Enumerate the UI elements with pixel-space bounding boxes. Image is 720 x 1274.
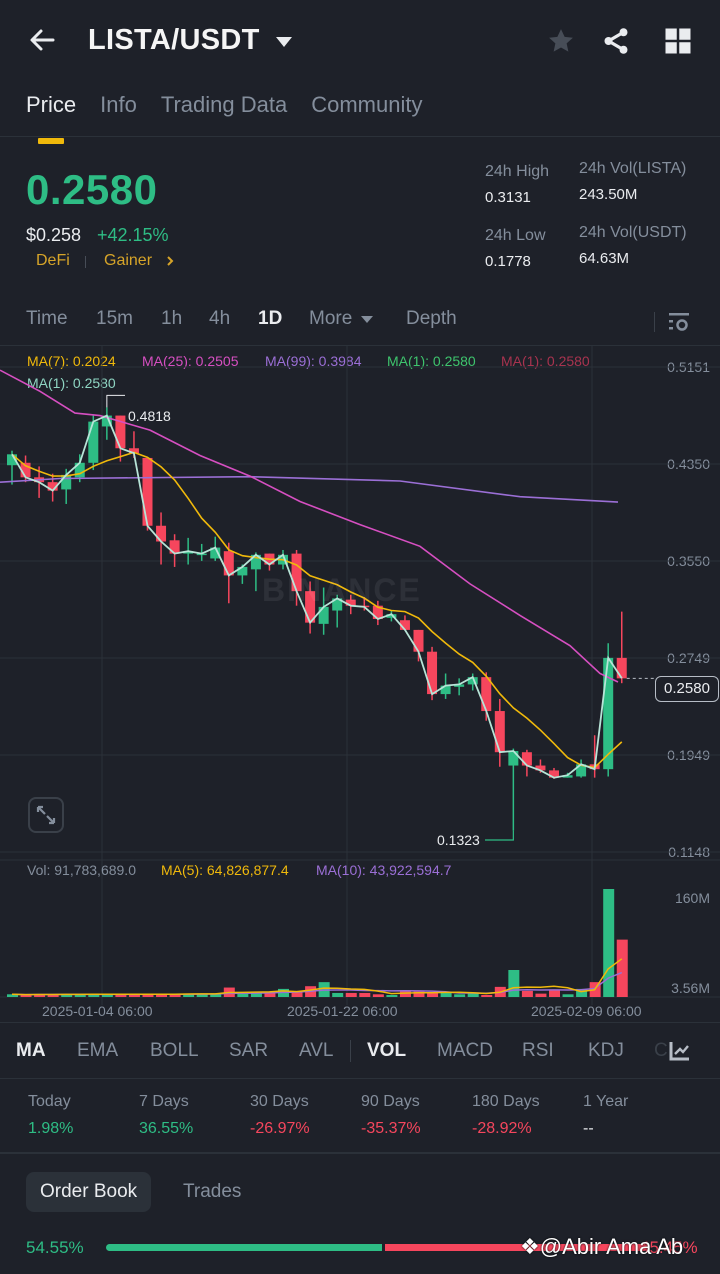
vol-legend: Vol: 91,783,689.0 — [27, 862, 136, 878]
sell-percent: 45.45% — [640, 1238, 698, 1257]
current-price-label: 0.2580 — [655, 676, 719, 702]
high-label: 24h High — [485, 163, 550, 180]
ind-kdj[interactable]: KDJ — [588, 1040, 624, 1061]
ind-sar[interactable]: SAR — [229, 1040, 269, 1061]
tf-1h[interactable]: 1h — [161, 308, 183, 329]
tf-time[interactable]: Time — [26, 308, 68, 329]
binance-logo-icon: ❖ — [520, 1234, 540, 1259]
high-marker-label: 0.4818 — [128, 408, 171, 424]
caret-down-icon[interactable] — [276, 37, 292, 47]
divider — [0, 1022, 720, 1023]
tab-info[interactable]: Info — [100, 92, 137, 117]
perf-label: 7 Days — [139, 1093, 189, 1110]
tag-gainer[interactable]: Gainer — [104, 252, 153, 269]
perf-label: 30 Days — [250, 1093, 309, 1110]
candlestick-chart[interactable] — [0, 345, 720, 1005]
last-price: 0.2580 — [26, 166, 158, 213]
sell-ratio-bar — [385, 1244, 647, 1251]
ind-more[interactable]: C — [654, 1040, 668, 1061]
tab-order-book[interactable]: Order Book — [26, 1172, 152, 1212]
tf-more[interactable]: More — [309, 308, 353, 329]
tf-4h[interactable]: 4h — [209, 308, 231, 329]
ma7-legend: MA(7): 0.2024 — [27, 353, 116, 369]
user-watermark: ❖@Abir Ama Ab — [520, 1234, 683, 1260]
ma1-red-legend: MA(1): 0.2580 — [501, 353, 590, 369]
tab-price[interactable]: Price — [26, 92, 76, 144]
back-arrow-icon[interactable] — [26, 24, 58, 56]
perf-value: -35.37% — [361, 1120, 421, 1137]
perf-label: 1 Year — [583, 1093, 629, 1110]
ind-ema[interactable]: EMA — [77, 1040, 119, 1061]
vol-quote-label: 24h Vol(USDT) — [579, 224, 687, 241]
top-bar: LISTA/USDT — [0, 0, 720, 85]
vol-quote-value: 64.63M — [579, 250, 630, 267]
vol-base-value: 243.50M — [579, 186, 638, 203]
tag-separator — [85, 256, 86, 268]
vol-y-tick: 160M — [674, 890, 710, 906]
indicator-settings-icon[interactable] — [668, 1040, 692, 1062]
star-icon[interactable] — [546, 26, 576, 56]
perf-label: 180 Days — [472, 1093, 540, 1110]
chart-settings-icon[interactable] — [667, 311, 691, 333]
divider — [0, 345, 720, 346]
ma1-green-legend: MA(1): 0.2580 — [387, 353, 476, 369]
tab-trading-data[interactable]: Trading Data — [160, 92, 288, 117]
more-caret-icon[interactable] — [361, 316, 373, 323]
tag-defi[interactable]: DeFi — [36, 252, 70, 269]
perf-value: 1.98% — [28, 1120, 74, 1137]
vol-base-label: 24h Vol(LISTA) — [579, 160, 687, 177]
perf-label: 90 Days — [361, 1093, 420, 1110]
divider — [0, 1078, 720, 1079]
tf-1d[interactable]: 1D — [258, 308, 283, 329]
pair-title[interactable]: LISTA/USDT — [88, 24, 260, 56]
expand-arrows-icon — [36, 805, 56, 825]
tf-15m[interactable]: 15m — [96, 308, 133, 329]
low-marker-label: 0.1323 — [437, 832, 480, 848]
share-icon[interactable] — [601, 26, 631, 56]
ind-ma[interactable]: MA — [16, 1040, 46, 1061]
ind-rsi[interactable]: RSI — [522, 1040, 554, 1061]
usd-price: $0.258 — [26, 225, 82, 245]
divider — [0, 1152, 720, 1154]
perf-value: -26.97% — [250, 1120, 310, 1137]
change-percent: +42.15% — [97, 225, 169, 245]
ma99-legend: MA(99): 0.3984 — [265, 353, 362, 369]
vol-y-tick: 3.56M — [671, 980, 710, 996]
tab-trades[interactable]: Trades — [183, 1181, 242, 1202]
toolbar-divider — [654, 312, 655, 332]
watermark-text: @Abir Ama Ab — [539, 1234, 684, 1259]
main-tabs: Price Info Trading Data Community — [26, 92, 423, 144]
vol-ma5-legend: MA(5): 64,826,877.4 — [161, 862, 289, 878]
ma25-legend: MA(25): 0.2505 — [142, 353, 239, 369]
binance-watermark: BINANCE — [262, 572, 422, 608]
vol-ma10-legend: MA(10): 43,922,594.7 — [316, 862, 452, 878]
perf-label: Today — [28, 1093, 71, 1110]
perf-value: -- — [583, 1120, 594, 1137]
buy-percent: 54.55% — [26, 1238, 84, 1257]
ind-avl[interactable]: AVL — [299, 1040, 334, 1061]
ind-macd[interactable]: MACD — [437, 1040, 493, 1061]
x-tick: 2025-02-09 06:00 — [531, 1003, 642, 1019]
ind-vol[interactable]: VOL — [367, 1040, 407, 1061]
perf-value: 36.55% — [139, 1120, 194, 1137]
perf-value: -28.92% — [472, 1120, 532, 1137]
high-value: 0.3131 — [485, 189, 531, 206]
chevron-right-icon[interactable] — [165, 255, 175, 267]
tf-depth[interactable]: Depth — [406, 308, 457, 329]
expand-chart-button[interactable] — [28, 797, 64, 833]
indicator-divider — [350, 1040, 351, 1062]
grid-icon[interactable] — [663, 26, 693, 56]
ind-boll[interactable]: BOLL — [150, 1040, 199, 1061]
divider — [0, 136, 720, 137]
ma1-teal-legend: MA(1): 0.2580 — [27, 375, 116, 391]
x-tick: 2025-01-22 06:00 — [287, 1003, 398, 1019]
tab-community[interactable]: Community — [311, 92, 423, 117]
low-label: 24h Low — [485, 227, 546, 244]
buy-ratio-bar — [106, 1244, 382, 1251]
x-tick: 2025-01-04 06:00 — [42, 1003, 153, 1019]
low-value: 0.1778 — [485, 253, 531, 270]
